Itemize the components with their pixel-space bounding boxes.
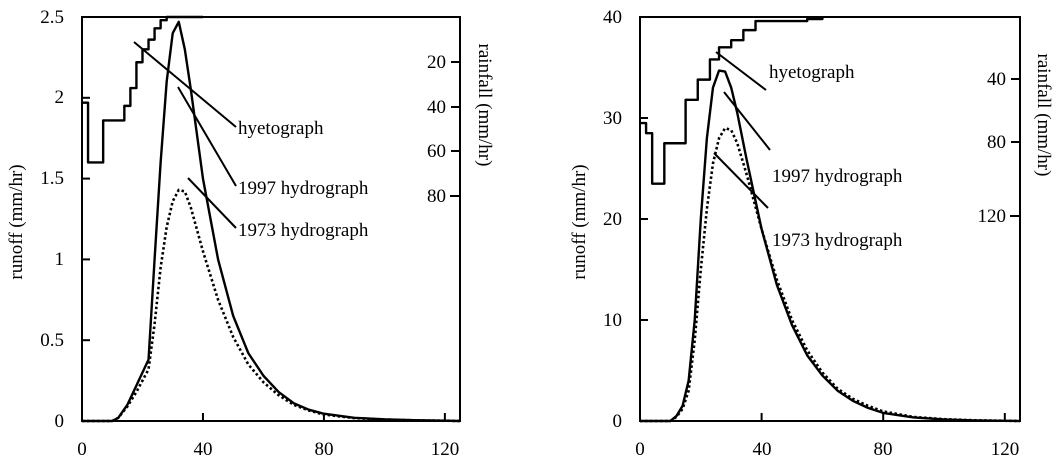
- chart-1-y-tick-label: 2: [55, 87, 65, 108]
- chart-1-x-tick-label: 80: [315, 439, 334, 460]
- chart-1-y-tick-label: 1: [55, 249, 65, 270]
- chart-1-y2-tick-label: 80: [427, 186, 446, 207]
- chart-1-x-tick-label: 120: [431, 439, 460, 460]
- chart-2-y-tick-label: 0: [613, 411, 623, 432]
- chart-1-series-hyetograph: [82, 15, 203, 164]
- chart-1-y2-axis-title: rainfall (mm/hr): [474, 44, 495, 167]
- chart-2-marks: [639, 16, 1021, 423]
- chart-1-1997-leader: [177, 86, 237, 187]
- chart-1-y2-tick-label: 40: [427, 97, 446, 118]
- chart-2-y-tick-label: 20: [603, 209, 622, 230]
- chart-2-x-tick-label: 80: [874, 439, 893, 460]
- chart-1-rainfall-axis: 20 40 60 80 rainfall (mm/hr): [427, 17, 495, 207]
- chart-2-hyetograph-leader: [715, 51, 767, 91]
- chart-1-y-axis-title: runoff (mm/hr): [6, 164, 27, 279]
- chart-1-y-tick-label: 0.5: [40, 330, 64, 351]
- chart-1-1997-annotation: 1997 hydrograph: [238, 178, 369, 199]
- chart-1-x-tick-label: 40: [194, 439, 213, 460]
- chart-2-y-tick-label: 30: [603, 108, 622, 129]
- chart-2-y2-tick-label: 40: [987, 69, 1006, 90]
- chart-2-y-axis-title: runoff (mm/hr): [569, 164, 590, 279]
- chart-2-x-tick-label: 0: [635, 439, 645, 460]
- chart-1-series-1973-hydrograph: [82, 188, 461, 423]
- chart-1-1973-annotation: 1973 hydrograph: [238, 220, 369, 241]
- chart-2-series-1997-hydrograph: [640, 69, 1021, 423]
- chart-2-y-tick-label: 10: [603, 310, 622, 331]
- chart-1-y2-tick-label: 60: [427, 141, 446, 162]
- chart-2-x-tick-label: 40: [753, 439, 772, 460]
- chart-2-y2-tick-label: 120: [978, 206, 1007, 227]
- chart-1-1973-leader: [187, 177, 237, 229]
- chart-2-1973-annotation: 1973 hydrograph: [772, 230, 903, 251]
- chart-2-series-hyetograph: [640, 17, 824, 185]
- chart-2: 0 10 20 30 40 0 40 80 120 runoff (mm/hr)…: [569, 7, 1054, 460]
- chart-1-y-tick-label: 2.5: [40, 7, 64, 28]
- chart-1-marks: [81, 15, 461, 423]
- chart-2-1997-annotation: 1997 hydrograph: [772, 166, 903, 187]
- chart-2-hyetograph-annotation: hyetograph: [769, 62, 855, 83]
- chart-2-x-tick-label: 120: [991, 439, 1020, 460]
- chart-1-hyetograph-leader: [133, 41, 237, 128]
- chart-1-y2-tick-label: 20: [427, 52, 446, 73]
- chart-2-annotations: hyetograph 1997 hydrograph 1973 hydrogra…: [713, 51, 903, 251]
- chart-2-1997-leader: [723, 91, 771, 151]
- chart-1-y-tick-label: 0: [55, 411, 65, 432]
- chart-1-hyetograph-annotation: hyetograph: [238, 118, 324, 139]
- chart-2-rainfall-axis: 40 80 120 rainfall (mm/hr): [978, 17, 1054, 227]
- chart-1-annotations: hyetograph 1997 hydrograph 1973 hydrogra…: [133, 41, 369, 241]
- chart-1-x-tick-label: 0: [77, 439, 87, 460]
- chart-1: 0 0.5 1 1.5 2 2.5 0 40 80 120 runoff (mm…: [6, 7, 495, 460]
- chart-2-y2-tick-label: 80: [987, 132, 1006, 153]
- chart-2-1973-leader: [713, 152, 769, 209]
- chart-1-plot-frame: [81, 16, 461, 422]
- chart-1-y-tick-label: 1.5: [40, 168, 64, 189]
- chart-2-y-tick-label: 40: [603, 7, 622, 28]
- chart-2-series-1973-hydrograph: [640, 126, 1021, 423]
- chart-2-y2-axis-title: rainfall (mm/hr): [1033, 54, 1054, 177]
